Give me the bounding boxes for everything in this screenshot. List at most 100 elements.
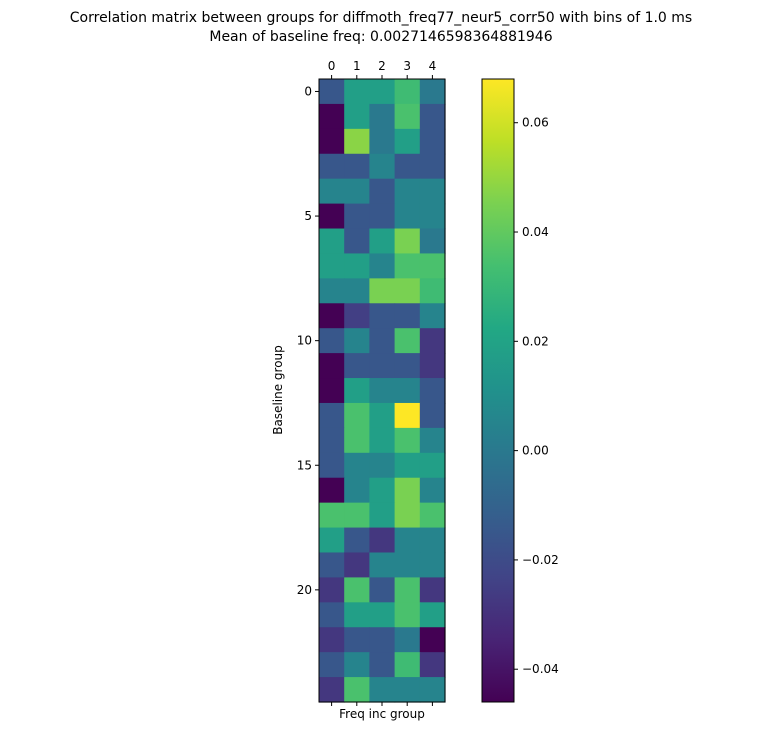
heatmap-cell [319,79,345,105]
heatmap-cell [344,328,370,354]
colorbar [481,78,515,703]
heatmap-cell [369,378,396,404]
heatmap-cell [319,353,345,379]
heatmap-cell [419,328,446,354]
heatmap-cell [369,103,396,130]
heatmap-cell [394,452,421,479]
heatmap-cell [344,203,370,230]
y-axis-ticks: 0 5 10 15 20 [297,84,319,597]
heatmap-cell [419,527,446,554]
colorbar-tick-label: −0.04 [522,662,559,676]
heatmap-cell [319,278,345,304]
heatmap-cell [369,328,396,354]
heatmap-cell [419,677,446,703]
x-tick-label: 4 [429,59,437,73]
heatmap-cell [319,253,345,279]
y-tick-label: 0 [304,84,312,98]
heatmap-cell [394,79,421,105]
heatmap-cell [344,153,370,180]
heatmap-cell [344,477,370,504]
x-tick-label: 2 [378,59,386,73]
x-tick-label: 3 [403,59,411,73]
x-axis-label: Freq inc group [339,707,425,721]
colorbar-tick-label: 0.00 [522,444,549,458]
x-tick-label: 0 [328,59,336,73]
heatmap-cell [394,203,421,230]
heatmap-cell [369,278,396,304]
heatmap-cell [369,178,396,205]
heatmap-cell [369,402,396,429]
heatmap-cell [394,253,421,279]
heatmap-cell [369,502,396,529]
heatmap-cell [419,353,446,379]
heatmap-cell [344,652,370,678]
colorbar-tick-label: −0.02 [522,553,559,567]
heatmap-cell [419,378,446,404]
colorbar-tick-label: 0.04 [522,225,549,239]
heatmap-cell [419,602,446,628]
heatmap-cell [419,577,446,603]
heatmap-cell [394,303,421,329]
heatmap-cell [394,552,421,578]
heatmap-cell [319,328,345,354]
heatmap-cell [319,402,345,429]
heatmap-cell [344,552,370,578]
heatmap-cell [394,378,421,404]
y-tick-label: 5 [304,209,312,223]
heatmap-cell [394,328,421,354]
heatmap-cell [394,153,421,180]
heatmap-cell [344,128,370,155]
heatmap-cell [369,79,396,105]
heatmap-cell [319,203,345,230]
heatmap-cell [344,353,370,379]
heatmap-cell [344,452,370,479]
chart-title-line1: Correlation matrix between groups for di… [70,10,692,26]
heatmap-cell [344,79,370,105]
heatmap-cell [369,253,396,279]
heatmap-cell [419,79,446,105]
heatmap-cell [344,178,370,205]
heatmap-cell [344,502,370,529]
heatmap-cell [319,577,345,603]
heatmap-cell [419,652,446,678]
heatmap-cell [344,427,370,454]
heatmap-cell [369,527,396,554]
heatmap-cell [394,103,421,130]
heatmap-cell [419,203,446,230]
heatmap-cell [344,103,370,130]
heatmap-cell [394,677,421,703]
heatmap-cell [344,402,370,429]
heatmap-cell [319,452,345,479]
heatmap-cell [344,677,370,703]
heatmap-cell [419,253,446,279]
heatmap-cell [369,128,396,155]
heatmap-cell [319,602,345,628]
heatmap-cell [394,128,421,155]
heatmap-cell [394,278,421,304]
heatmap-cell [394,527,421,554]
heatmap-cell [394,627,421,653]
heatmap-cell [344,228,370,255]
heatmap-cell [394,577,421,603]
heatmap-cell [319,427,345,454]
heatmap-cell [344,577,370,603]
heatmap-cell [394,652,421,678]
heatmap-cell [344,602,370,628]
heatmap-cell [369,677,396,703]
heatmap-cell [319,502,345,529]
heatmap-cell [319,178,345,205]
heatmap-cell [419,502,446,529]
heatmap-cell [369,153,396,180]
colorbar-ticks: 0.06 0.04 0.02 0.00 −0.02 −0.04 [514,116,559,676]
heatmap-cell [369,552,396,578]
heatmap-cell [344,278,370,304]
heatmap-cell [369,427,396,454]
x-axis-ticks: 0 1 2 3 4 [328,59,436,706]
heatmap-cell [369,303,396,329]
heatmap-cell [344,378,370,404]
heatmap-cell [344,527,370,554]
chart-title-line2: Mean of baseline freq: 0.002714659836488… [209,29,552,45]
heatmap-cell [369,353,396,379]
heatmap-cell [319,153,345,180]
heatmap-cell [319,527,345,554]
